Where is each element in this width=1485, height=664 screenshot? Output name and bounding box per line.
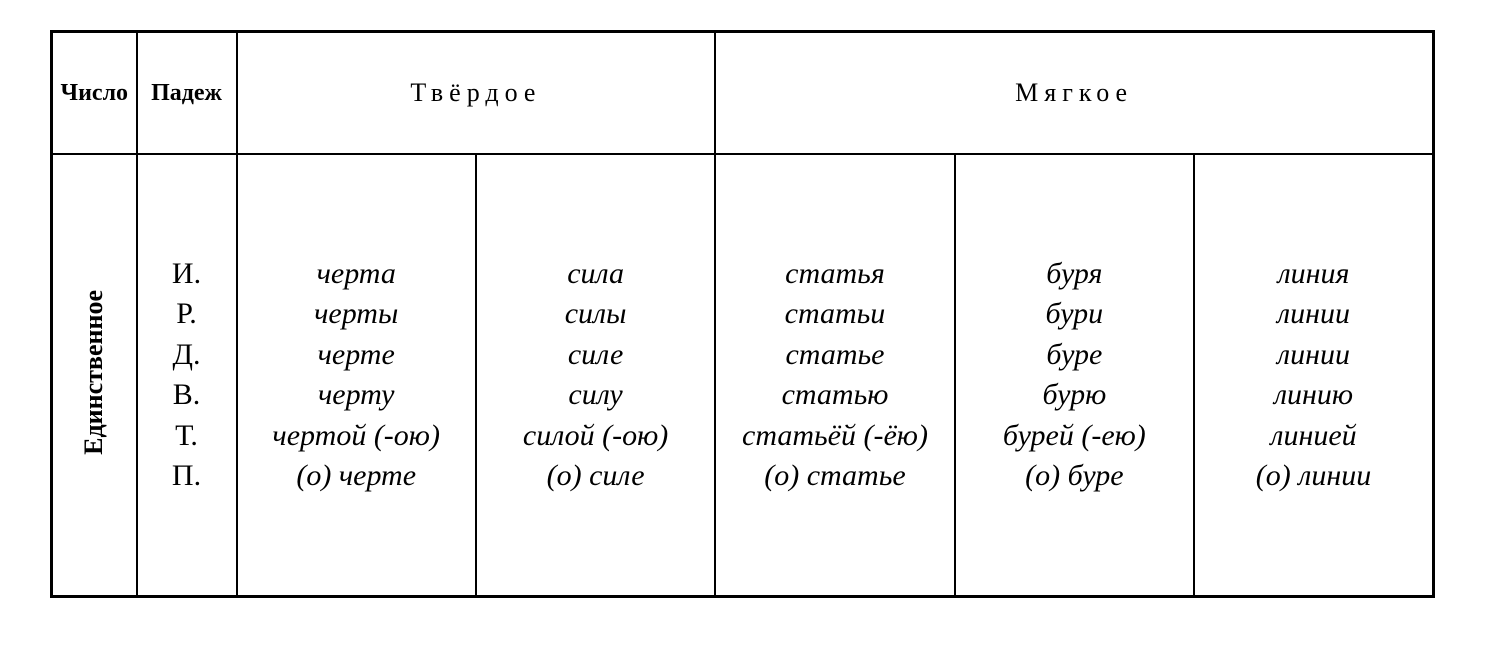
word-form: буря	[956, 254, 1193, 295]
word-form: статью	[716, 375, 953, 416]
word-form: сила	[477, 254, 714, 295]
case-item: В.	[138, 375, 236, 416]
page-container: Число Падеж Твёрдое Мягкое Единственное …	[0, 0, 1485, 664]
word-form: бури	[956, 294, 1193, 335]
word-form: силой (-ою)	[477, 416, 714, 457]
word-form: чертой (-ою)	[238, 416, 475, 457]
word-form: линия	[1195, 254, 1432, 295]
word-column-2: статья статьи статье статью статьёй (-ёю…	[715, 154, 954, 597]
case-item: Т.	[138, 416, 236, 457]
word-form: статьёй (-ёю)	[716, 416, 953, 457]
word-form: черта	[238, 254, 475, 295]
word-form: черты	[238, 294, 475, 335]
header-case: Падеж	[137, 32, 237, 155]
word-column-0: черта черты черте черту чертой (-ою) (о)…	[237, 154, 476, 597]
word-form: линию	[1195, 375, 1432, 416]
word-form: статьи	[716, 294, 953, 335]
case-item: Р.	[138, 294, 236, 335]
header-case-label: Падеж	[151, 80, 222, 106]
word-form: силы	[477, 294, 714, 335]
cell-number: Единственное	[52, 154, 137, 597]
case-item: Д.	[138, 335, 236, 376]
word-form: силу	[477, 375, 714, 416]
declension-table: Число Падеж Твёрдое Мягкое Единственное …	[50, 30, 1435, 598]
word-form: буре	[956, 335, 1193, 376]
word-form: (о) силе	[477, 456, 714, 497]
word-form: линией	[1195, 416, 1432, 457]
number-label: Единственное	[79, 290, 109, 455]
table-body-row: Единственное И. Р. Д. В. Т. П. черта чер…	[52, 154, 1434, 597]
word-form: линии	[1195, 335, 1432, 376]
word-form: (о) линии	[1195, 456, 1432, 497]
word-form: бурей (-ею)	[956, 416, 1193, 457]
word-form: силе	[477, 335, 714, 376]
word-form: статье	[716, 335, 953, 376]
cell-cases: И. Р. Д. В. Т. П.	[137, 154, 237, 597]
case-item: И.	[138, 254, 236, 295]
word-form: линии	[1195, 294, 1432, 335]
header-hard: Твёрдое	[237, 32, 716, 155]
case-item: П.	[138, 456, 236, 497]
word-form: (о) статье	[716, 456, 953, 497]
word-form: статья	[716, 254, 953, 295]
word-column-3: буря бури буре бурю бурей (-ею) (о) буре	[955, 154, 1194, 597]
word-form: бурю	[956, 375, 1193, 416]
header-hard-label: Твёрдое	[410, 78, 541, 107]
word-form: (о) черте	[238, 456, 475, 497]
word-form: черту	[238, 375, 475, 416]
header-number-label: Число	[60, 80, 128, 106]
header-soft: Мягкое	[715, 32, 1433, 155]
table-header-row: Число Падеж Твёрдое Мягкое	[52, 32, 1434, 155]
word-form: черте	[238, 335, 475, 376]
header-number: Число	[52, 32, 137, 155]
word-column-4: линия линии линии линию линией (о) линии	[1194, 154, 1433, 597]
word-column-1: сила силы силе силу силой (-ою) (о) силе	[476, 154, 715, 597]
word-form: (о) буре	[956, 456, 1193, 497]
header-soft-label: Мягкое	[1015, 78, 1133, 107]
